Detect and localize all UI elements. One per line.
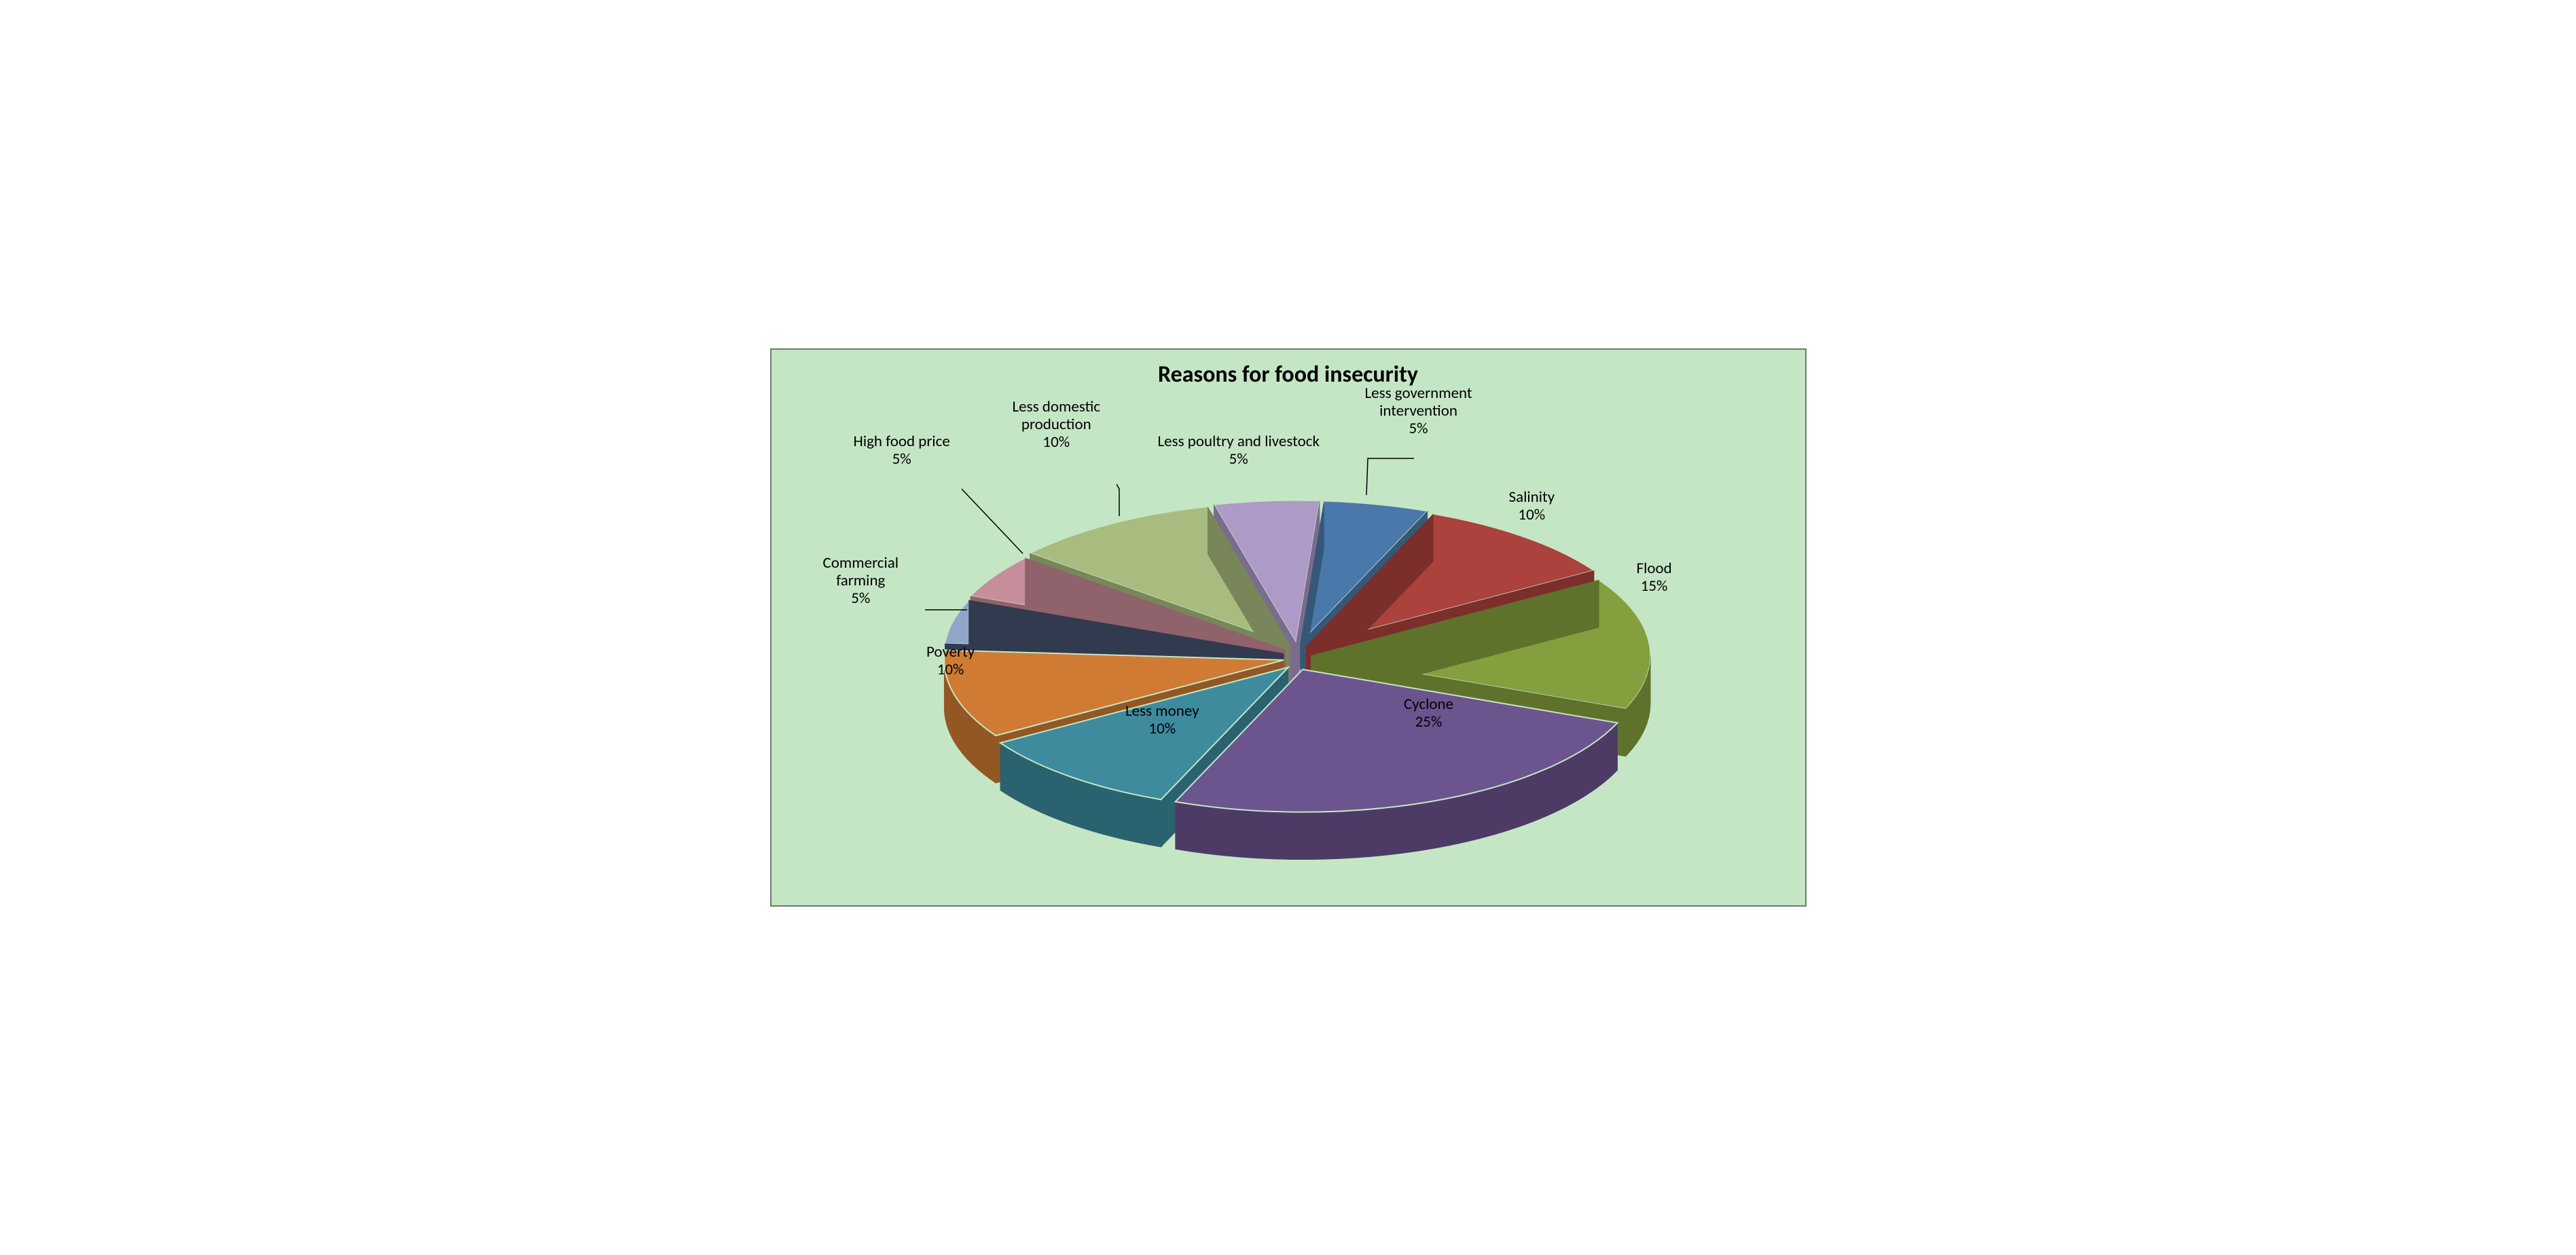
slice-label: Less poultry and livestock 5%	[1158, 433, 1320, 469]
slice-label: Less government intervention 5%	[1365, 384, 1472, 438]
slice-label: Poverty 10%	[926, 643, 975, 679]
slice-label: Less domestic production 10%	[1013, 398, 1101, 452]
leader-line	[962, 489, 1023, 553]
leader-line	[1366, 458, 1414, 495]
chart-frame: Reasons for food insecurity Less governm…	[770, 348, 1807, 907]
slice-label: High food price 5%	[854, 433, 950, 469]
slice-label: Flood 15%	[1637, 560, 1672, 596]
leader-line	[1117, 484, 1119, 516]
slice-label: Commercial farming 5%	[823, 554, 899, 608]
slice-label: Cyclone 25%	[1404, 695, 1453, 731]
slice-label: Less money 10%	[1125, 702, 1199, 738]
slice-label: Salinity 10%	[1509, 488, 1555, 524]
